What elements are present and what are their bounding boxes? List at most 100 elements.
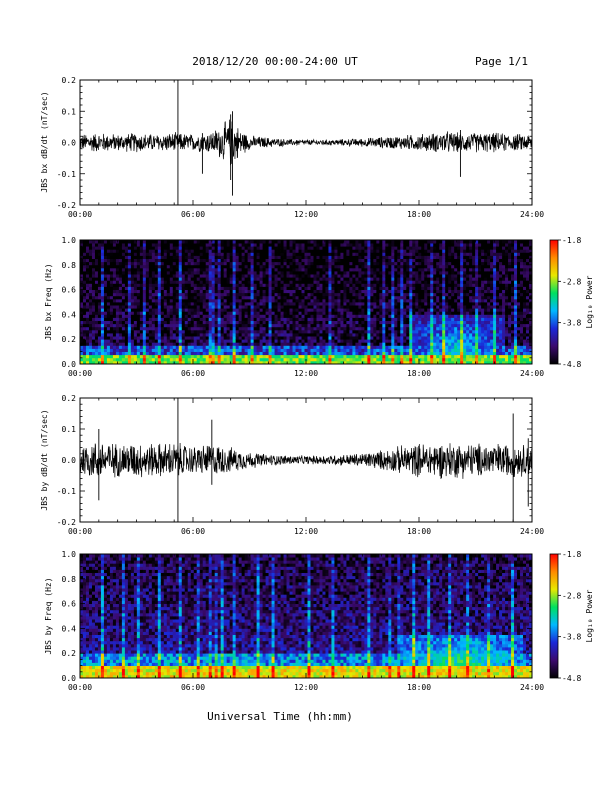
spectrogram-cell [97,295,102,300]
spectrogram-cell [388,323,392,328]
spectrogram-cell [340,267,344,272]
spectrogram-cell [361,252,365,256]
spectrogram-cell [352,295,356,300]
spectrogram-cell [400,240,404,244]
spectrogram-cell [91,342,96,346]
spectrogram-cell [301,271,305,275]
spectrogram-cell [430,333,434,337]
spectrogram-cell [319,240,323,244]
spectrogram-cell [310,302,314,306]
spectrogram-cell [136,305,141,309]
spectrogram-cell [220,298,225,303]
spectrogram-cell [316,323,320,328]
spectrogram-cell [226,264,231,269]
spectrogram-cell [91,292,96,297]
spectrogram-cell [124,252,129,256]
spectrogram-cell [214,240,219,244]
spectrogram-cell [202,258,207,263]
spectrogram-cell [157,283,162,287]
spectrogram-cell [256,289,260,294]
spectrogram-cell [202,357,207,362]
spectrogram-cell [358,286,362,290]
spectrogram-cell [187,314,192,318]
spectrogram-cell [124,280,129,284]
spectrogram-cell [280,255,284,259]
spectrogram-cell [133,286,138,290]
spectrogram-cell [124,243,129,247]
spectrogram-cell [382,289,386,294]
spectrogram-cell [205,329,210,334]
spectrogram-cell [205,292,210,297]
spectrogram-cell [370,261,374,266]
spectrogram-cell [259,280,263,284]
spectrogram-cell [244,246,249,250]
spectrogram-cell [436,354,440,359]
spectrogram-cell [385,345,389,349]
spectrogram-cell [412,323,416,328]
spectrogram-cell [415,271,419,275]
spectrogram-cell [358,280,362,284]
spectrogram-cell [406,286,410,290]
spectrogram-cell [91,277,96,281]
spectrogram-cell [373,249,377,253]
spectrogram-cell [391,274,395,278]
spectrogram-cell [220,336,225,340]
spectrogram-cell [322,326,326,331]
spectrogram-cell [295,243,299,247]
spectrogram-cell [406,323,410,328]
spectrogram-cell [310,305,314,309]
spectrogram-cell [307,274,311,278]
spectrogram-cell [439,305,443,309]
spectrogram-cell [424,351,428,356]
spectrogram-cell [301,246,305,250]
spectrogram-cell [160,305,165,309]
spectrogram-cell [163,342,168,346]
spectrogram-cell [292,329,296,334]
spectrogram-cell [241,298,246,303]
spectrogram-cell [379,345,383,349]
spectrogram-cell [265,243,269,247]
spectrogram-cell [100,305,105,309]
spectrogram-cell [163,326,168,331]
spectrogram-cell [388,267,392,272]
spectrogram-cell [331,351,335,356]
spectrogram-cell [265,339,269,343]
spectrogram-cell [262,351,266,356]
spectrogram-cell [172,311,177,315]
spectrogram-cell [352,243,356,247]
spectrogram-cell [265,283,269,287]
spectrogram-cell [313,357,317,362]
spectrogram-cell [412,249,416,253]
spectrogram-cell [367,314,371,318]
spectrogram-cell [178,336,183,340]
spectrogram-cell [139,298,144,303]
spectrogram-cell [100,348,105,352]
spectrogram-cell [403,345,407,349]
spectrogram-cell [442,320,446,325]
spectrogram-cell [133,258,138,263]
spectrogram-cell [295,320,299,325]
spectrogram-cell [184,261,189,266]
spectrogram-cell [166,336,171,340]
spectrogram-cell [391,246,395,250]
spectrogram-cell [283,320,287,325]
spectrogram-cell [181,261,186,266]
spectrogram-cell [418,252,422,256]
spectrogram-cell [184,314,189,318]
spectrogram-cell [439,295,443,300]
spectrogram-cell [289,354,293,359]
spectrogram-cell [80,286,84,290]
spectrogram-cell [397,342,401,346]
y-tick-label: -0.1 [57,170,76,179]
spectrogram-cell [265,246,269,250]
spectrogram-cell [304,298,308,303]
spectrogram-cell [424,308,428,312]
spectrogram-cell [118,329,123,334]
spectrogram-cell [310,261,314,266]
spectrogram-cell [88,311,93,315]
spectrogram-cell [265,308,269,312]
spectrogram-cell [169,320,174,325]
spectrogram-cell [421,360,425,365]
spectrogram-cell [271,264,275,269]
spectrogram-cell [205,317,210,321]
